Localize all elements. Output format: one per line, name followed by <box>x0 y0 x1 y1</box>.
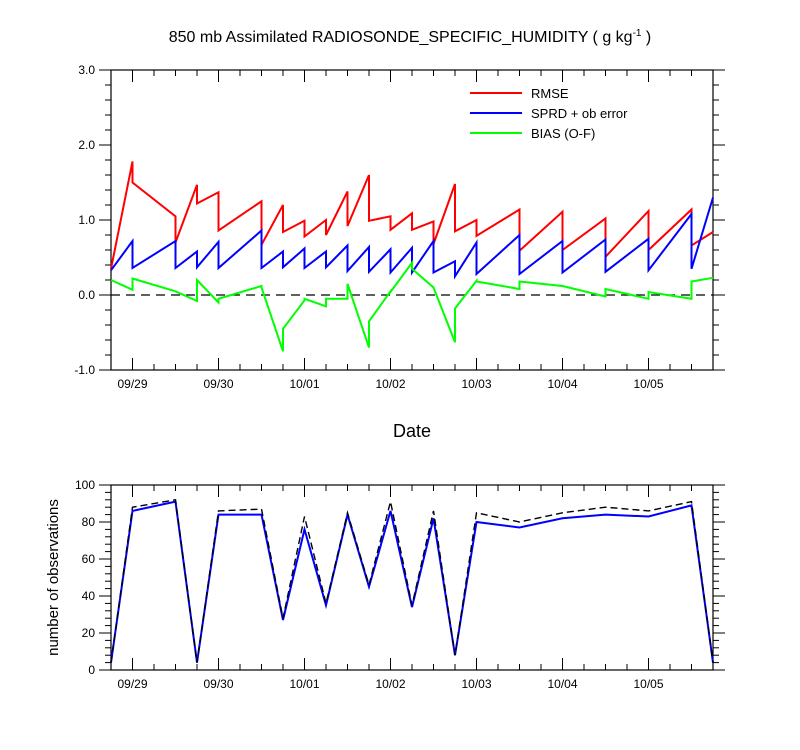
x-tick-label: 10/02 <box>375 377 405 391</box>
x-tick-label: 10/05 <box>633 677 663 691</box>
series-line-rmse <box>110 161 714 269</box>
y-tick-label: 0.0 <box>78 288 95 302</box>
x-tick-label: 10/04 <box>547 377 577 391</box>
observation-count-panel: 0 20 40 60 80 100 09/29 09/30 10/01 10/02 10/03 10/… <box>45 478 725 691</box>
x-tick-label: 09/30 <box>203 677 233 691</box>
y-tick-label: 20 <box>82 626 96 640</box>
legend-label: SPRD + ob error <box>531 106 628 121</box>
series-line-possible <box>110 498 714 663</box>
x-tick-label: 09/29 <box>117 377 147 391</box>
x-tick-label: 10/05 <box>633 377 663 391</box>
y-tick-label: 60 <box>82 552 96 566</box>
x-tick-label: 10/01 <box>289 377 319 391</box>
series-line-bias-o-f <box>110 259 714 352</box>
y-tick-label: -1.0 <box>74 363 95 377</box>
x-axis-title: Date <box>393 421 431 441</box>
x-tick-label: 09/30 <box>203 377 233 391</box>
y-tick-label: 0 <box>88 663 95 677</box>
plot-frame <box>110 484 714 671</box>
y-tick-label: 3.0 <box>78 63 95 77</box>
x-tick-label: 10/03 <box>461 677 491 691</box>
legend-label: BIAS (O-F) <box>531 126 595 141</box>
legend: RMSE SPRD + ob error BIAS (O-F) <box>470 86 628 141</box>
x-tick-label: 09/29 <box>117 677 147 691</box>
y-tick-label: 80 <box>82 515 96 529</box>
x-tick-label: 10/01 <box>289 677 319 691</box>
legend-label: RMSE <box>531 86 569 101</box>
y-tick-label: 40 <box>82 589 96 603</box>
chart-title: 850 mb Assimilated RADIOSONDE_SPECIFIC_H… <box>169 28 652 46</box>
series-line-sprd-ob-error <box>110 197 714 280</box>
y-tick-label: 1.0 <box>78 213 95 227</box>
y-tick-label: 100 <box>75 478 95 492</box>
x-tick-label: 10/02 <box>375 677 405 691</box>
series-line-assimilated <box>110 500 714 663</box>
x-tick-label: 10/03 <box>461 377 491 391</box>
x-tick-label: 10/04 <box>547 677 577 691</box>
y-tick-label: 2.0 <box>78 138 95 152</box>
y-axis-title: number of observations <box>45 499 62 656</box>
rmse-spread-bias-panel: -1.0 0.0 1.0 2.0 3.0 09/29 09/30 10/01 10/02 10/0… <box>74 63 725 441</box>
